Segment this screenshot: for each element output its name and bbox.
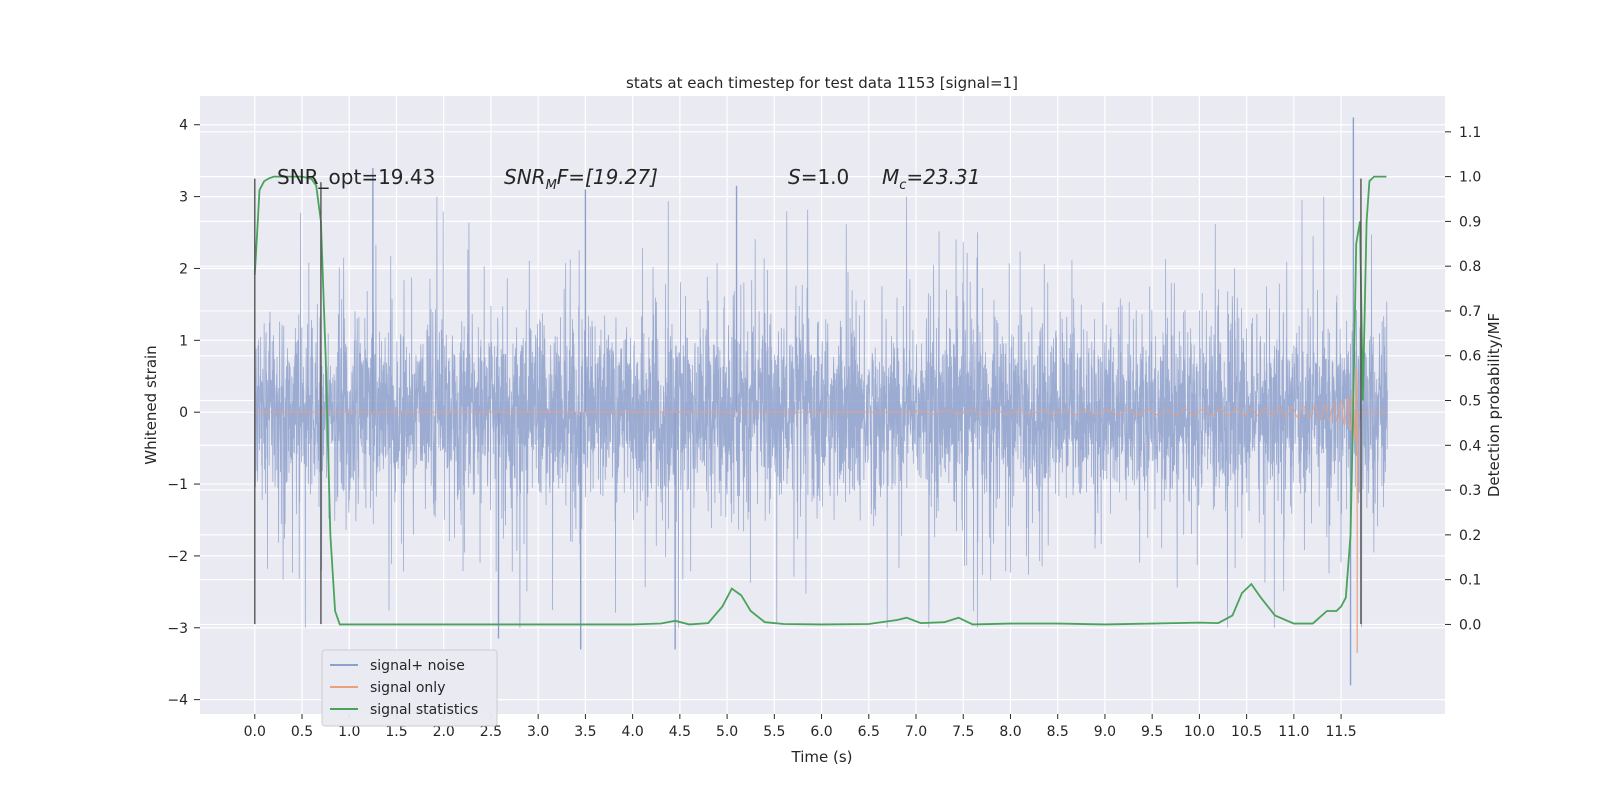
noise-line	[254, 196, 1388, 628]
x-tick-label: 6.5	[858, 724, 880, 740]
x-tick-label: 2.5	[480, 724, 502, 740]
y-tick-label: 3	[179, 190, 188, 206]
x-tick-label: 10.5	[1231, 724, 1262, 740]
x-tick-label: 1.5	[385, 724, 407, 740]
legend-label: signal only	[370, 680, 445, 696]
y2-tick-label: 0.9	[1459, 214, 1481, 230]
x-tick-label: 11.0	[1278, 724, 1309, 740]
y2-tick-label: 0.2	[1459, 528, 1481, 544]
legend-label: signal statistics	[370, 702, 478, 718]
x-tick-label: 8.0	[999, 724, 1021, 740]
y-tick-label: −1	[167, 477, 188, 493]
x-tick-label: 5.0	[716, 724, 738, 740]
noise-series	[254, 117, 1388, 686]
y2-tick-label: 0.6	[1459, 349, 1481, 365]
x-tick-label: 3.5	[574, 724, 596, 740]
y-tick-label: 1	[179, 333, 188, 349]
annotation: SNRMF=[19.27]	[504, 165, 658, 193]
y-axis-label: Whitened strain	[142, 345, 160, 464]
y-tick-label: −3	[167, 621, 188, 637]
legend-label: signal+ noise	[370, 658, 465, 674]
y2-tick-label: 1.0	[1459, 170, 1481, 186]
x-tick-label: 2.0	[433, 724, 455, 740]
x-tick-label: 4.0	[621, 724, 643, 740]
x-tick-label: 10.0	[1184, 724, 1215, 740]
x-axis-label: Time (s)	[791, 748, 853, 766]
x-tick-label: 7.0	[905, 724, 927, 740]
vertical-markers	[254, 178, 1362, 625]
x-tick-label: 7.5	[952, 724, 974, 740]
signal-only-line	[254, 367, 1388, 500]
x-tick-label: 11.5	[1326, 724, 1357, 740]
y2-tick-label: 0.8	[1459, 259, 1481, 275]
statistics-series	[253, 175, 1387, 626]
annotation: SNR_opt=19.43	[277, 165, 435, 189]
y-tick-label: 0	[179, 405, 188, 421]
signal-only-series	[254, 367, 1388, 653]
y2-tick-label: 0.3	[1459, 483, 1481, 499]
x-tick-label: 9.0	[1094, 724, 1116, 740]
grid	[200, 96, 1445, 714]
axes: 0.0 0.5 1.0 1.5 2.0 2.5 3.0 3.5 4.0 4.5 5.0 5.5 6.0 6…	[167, 118, 1481, 740]
y2-tick-label: 0.1	[1459, 573, 1481, 589]
x-tick-label: 6.0	[810, 724, 832, 740]
x-tick-label: 8.5	[1047, 724, 1069, 740]
annotation: Mc=23.31	[882, 165, 980, 193]
y2-axis-label: Detection probability/MF	[1485, 313, 1503, 497]
y2-tick-label: 0.4	[1459, 438, 1481, 454]
x-tick-label: 3.0	[527, 724, 549, 740]
y2-tick-label: 1.1	[1459, 125, 1481, 141]
y-tick-label: 4	[179, 118, 188, 134]
annotation: S=1.0	[788, 165, 849, 189]
y-tick-label: 2	[179, 261, 188, 277]
x-tick-label: 0.0	[244, 724, 266, 740]
x-tick-label: 1.0	[338, 724, 360, 740]
x-tick-label: 4.5	[669, 724, 691, 740]
annotations: SNR_opt=19.43 SNRMF=[19.27] S=1.0 Mc=23.31	[277, 165, 980, 193]
y2-tick-label: 0.7	[1459, 304, 1481, 320]
statistics-line	[253, 175, 1387, 626]
legend-box	[321, 649, 498, 727]
y2-tick-label: 0.5	[1459, 394, 1481, 410]
x-tick-label: 5.5	[763, 724, 785, 740]
x-tick-label: 9.5	[1141, 724, 1163, 740]
legend: signal+ noise signal only signal statistic…	[321, 649, 498, 727]
x-tick-label: 0.5	[291, 724, 313, 740]
chart-title: stats at each timestep for test data 115…	[626, 74, 1018, 92]
y2-tick-label: 0.0	[1459, 617, 1481, 633]
y-tick-label: −2	[167, 549, 188, 565]
y-tick-label: −4	[167, 693, 188, 709]
